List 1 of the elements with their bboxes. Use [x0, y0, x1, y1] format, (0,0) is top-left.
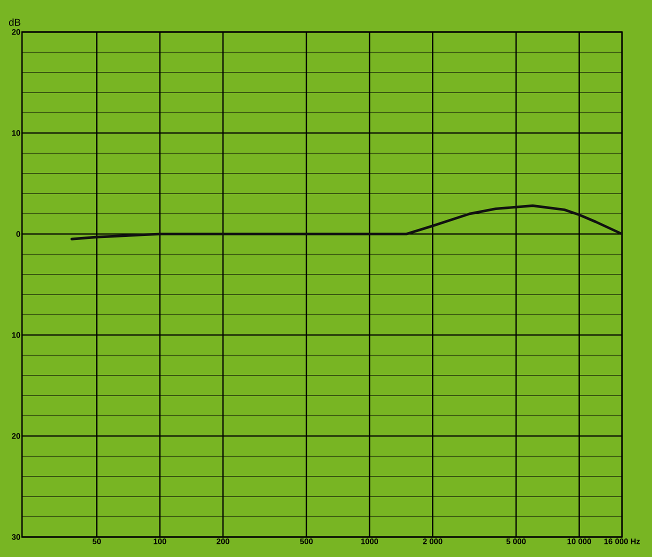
- y-axis-title: dB: [9, 18, 20, 26]
